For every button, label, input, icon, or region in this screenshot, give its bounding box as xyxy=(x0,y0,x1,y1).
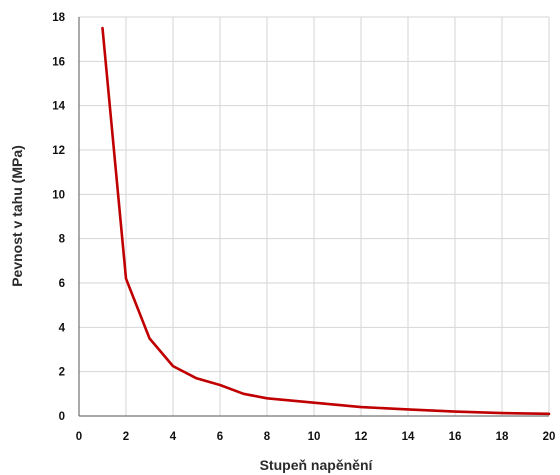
x-tick-label: 4 xyxy=(170,431,177,443)
x-axis-title: Stupeň napěnění xyxy=(260,457,374,473)
y-tick-label: 10 xyxy=(52,189,65,201)
series-layer xyxy=(101,26,551,416)
x-tick-label: 18 xyxy=(496,431,509,443)
y-tick-label: 14 xyxy=(52,101,65,113)
x-tick-label: 14 xyxy=(402,431,415,443)
grid xyxy=(79,16,550,416)
x-tick-label: 20 xyxy=(543,431,556,443)
y-tick-label: 0 xyxy=(59,411,65,423)
y-tick-label: 12 xyxy=(52,145,65,157)
y-tick-labels: 0 2 4 6 8 10 12 14 16 18 xyxy=(52,12,65,423)
y-tick-label: 8 xyxy=(59,234,66,246)
x-tick-label: 16 xyxy=(449,431,462,443)
x-tick-label: 0 xyxy=(76,431,82,443)
y-tick-label: 18 xyxy=(52,12,65,24)
x-tick-label: 8 xyxy=(264,431,271,443)
x-tick-label: 2 xyxy=(123,431,129,443)
y-axis-title: Pevnost v tahu (MPa) xyxy=(9,145,25,287)
y-tick-label: 2 xyxy=(59,367,65,379)
series-line xyxy=(101,26,551,416)
x-tick-label: 6 xyxy=(217,431,223,443)
x-tick-labels: 0 2 4 6 8 10 12 14 16 18 20 xyxy=(76,431,556,443)
x-tick-label: 12 xyxy=(355,431,368,443)
y-tick-label: 6 xyxy=(59,278,65,290)
y-tick-label: 16 xyxy=(52,56,65,68)
axes xyxy=(78,17,549,417)
y-tick-label: 4 xyxy=(59,322,66,334)
x-tick-label: 10 xyxy=(308,431,321,443)
